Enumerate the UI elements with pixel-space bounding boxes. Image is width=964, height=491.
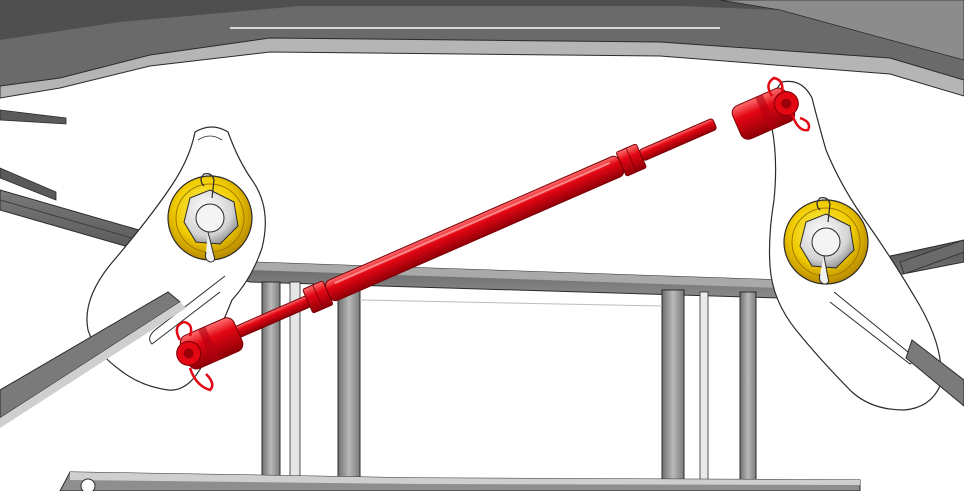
left-diagonal-brace (0, 291, 186, 428)
left-pivot-washer-nut (167, 173, 253, 263)
frame-left-bars (0, 109, 67, 201)
cotter-pin-right (767, 76, 811, 132)
frame-top-beam (0, 0, 964, 99)
frame-uprights (261, 281, 757, 491)
turnbuckle-rod (228, 118, 717, 341)
cotter-pin-left (175, 320, 214, 392)
rod-end-clevis-left (176, 317, 244, 370)
frame-bottom-beam (59, 471, 861, 491)
right-pivot-washer-nut (783, 197, 869, 285)
rod-end-clevis-right (731, 87, 799, 140)
right-diagonal-brace (899, 239, 964, 407)
